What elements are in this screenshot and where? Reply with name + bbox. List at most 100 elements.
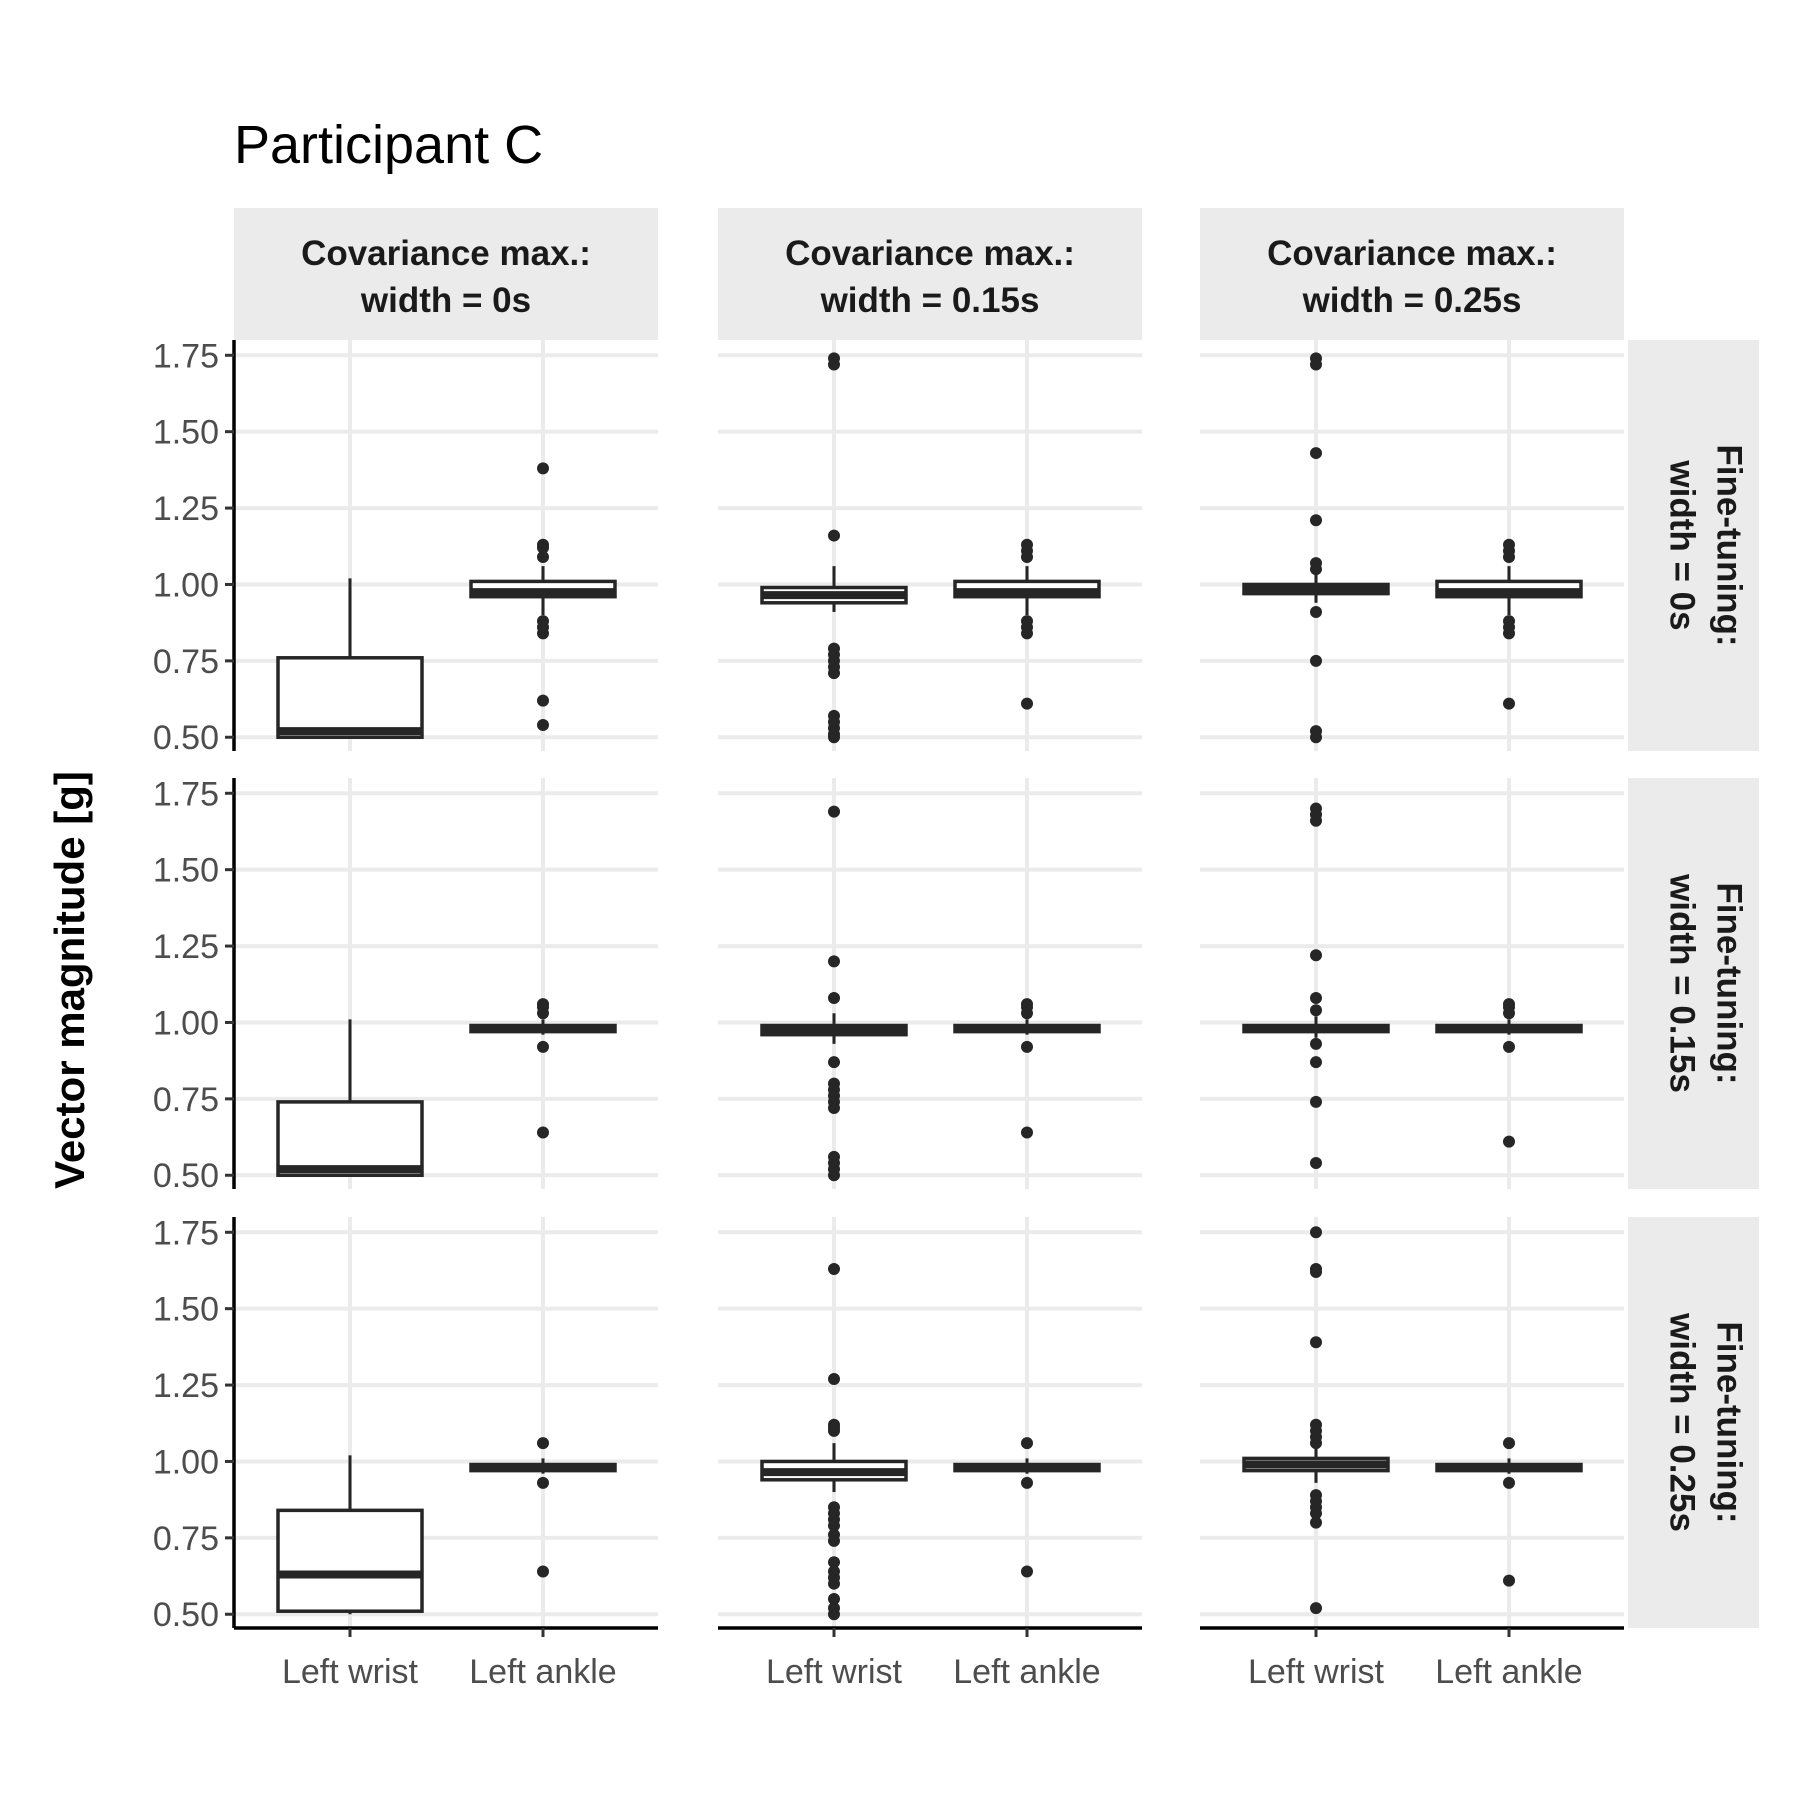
x-tick-label: Left wrist xyxy=(766,1653,903,1691)
box xyxy=(276,656,424,739)
outlier-point xyxy=(537,1476,549,1489)
outlier-point xyxy=(828,1102,840,1115)
outlier-point xyxy=(828,1372,840,1385)
y-axis-label: Vector magnitude [g] xyxy=(46,771,93,1189)
outlier-point xyxy=(1310,814,1322,827)
outlier-point xyxy=(537,1437,549,1450)
outlier-point xyxy=(1310,514,1322,527)
outlier-point xyxy=(537,719,549,732)
col-strip-label: width = 0s xyxy=(360,281,531,320)
outlier-point xyxy=(1021,1007,1033,1020)
box xyxy=(276,1508,424,1613)
y-tick-label: 0.75 xyxy=(153,1081,219,1119)
outlier-point xyxy=(1310,358,1322,371)
outlier-point xyxy=(1310,1336,1322,1349)
outlier-point xyxy=(828,1056,840,1069)
outlier-point xyxy=(828,667,840,680)
outlier-point xyxy=(1021,1476,1033,1489)
outlier-point xyxy=(1310,447,1322,460)
outlier-point xyxy=(1503,1476,1515,1489)
x-tick-label: Left wrist xyxy=(282,1653,419,1691)
y-tick-label: 1.25 xyxy=(153,490,219,528)
outlier-point xyxy=(828,1592,840,1605)
outlier-point xyxy=(828,1262,840,1275)
outlier-point xyxy=(828,1169,840,1182)
outlier-point xyxy=(1310,1004,1322,1017)
outlier-point xyxy=(537,627,549,640)
outlier-point xyxy=(1310,1507,1322,1520)
outlier-point xyxy=(537,462,549,475)
outlier-point xyxy=(1503,627,1515,640)
outlier-point xyxy=(1310,731,1322,744)
outlier-point xyxy=(1503,1437,1515,1450)
y-tick-label: 1.00 xyxy=(153,1443,219,1481)
row-strip-label: Fine-tuning: xyxy=(1710,1321,1749,1523)
y-tick-label: 1.25 xyxy=(153,928,219,966)
outlier-point xyxy=(1021,550,1033,563)
outlier-point xyxy=(1310,949,1322,962)
outlier-point xyxy=(828,1424,840,1437)
outlier-point xyxy=(1503,550,1515,563)
outlier-point xyxy=(1310,1157,1322,1170)
row-strip xyxy=(1628,340,1759,751)
outlier-point xyxy=(1503,1007,1515,1020)
outlier-point xyxy=(828,955,840,968)
y-tick-label: 1.00 xyxy=(153,1004,219,1042)
x-tick-label: Left ankle xyxy=(469,1653,616,1691)
outlier-point xyxy=(1310,1602,1322,1615)
col-strip-label: Covariance max.: xyxy=(785,234,1075,273)
outlier-point xyxy=(1310,563,1322,576)
y-tick-label: 1.75 xyxy=(153,775,219,813)
outlier-point xyxy=(1503,1135,1515,1148)
row-strip xyxy=(1628,778,1759,1189)
outlier-point xyxy=(537,1126,549,1139)
outlier-point xyxy=(1310,992,1322,1005)
outlier-point xyxy=(828,1534,840,1547)
outlier-point xyxy=(1021,1040,1033,1053)
outlier-point xyxy=(1503,1574,1515,1587)
y-tick-label: 1.75 xyxy=(153,1214,219,1252)
row-strip-label: width = 0.25s xyxy=(1663,1312,1702,1532)
outlier-point xyxy=(828,731,840,744)
outlier-point xyxy=(1310,1266,1322,1279)
outlier-point xyxy=(1021,627,1033,640)
outlier-point xyxy=(1310,1095,1322,1108)
outlier-point xyxy=(1310,605,1322,618)
outlier-point xyxy=(828,992,840,1005)
y-tick-label: 0.75 xyxy=(153,1520,219,1558)
outlier-point xyxy=(537,550,549,563)
y-tick-label: 1.25 xyxy=(153,1367,219,1405)
outlier-point xyxy=(1503,697,1515,710)
outlier-point xyxy=(828,358,840,371)
col-strip xyxy=(234,208,658,340)
y-tick-label: 1.50 xyxy=(153,1291,219,1329)
x-tick-label: Left ankle xyxy=(1435,1653,1582,1691)
facet-panels: Covariance max.: width = 0s Covariance max… xyxy=(153,208,1759,1691)
chart-title: Participant C xyxy=(234,115,543,175)
outlier-point xyxy=(537,1040,549,1053)
row-strip-label: width = 0.15s xyxy=(1663,873,1702,1093)
y-tick-label: 0.50 xyxy=(153,1596,219,1634)
outlier-point xyxy=(1021,1437,1033,1450)
x-tick-label: Left wrist xyxy=(1248,1653,1385,1691)
outlier-point xyxy=(1310,654,1322,667)
x-tick-label: Left ankle xyxy=(953,1653,1100,1691)
outlier-point xyxy=(828,1519,840,1532)
row-strip-label: Fine-tuning: xyxy=(1710,444,1749,646)
outlier-point xyxy=(828,1556,840,1569)
col-strip xyxy=(1200,208,1624,340)
row-strip-label: width = 0s xyxy=(1663,459,1702,630)
outlier-point xyxy=(828,805,840,818)
col-strip-label: width = 0.25s xyxy=(1302,281,1522,320)
outlier-point xyxy=(1310,1226,1322,1239)
outlier-point xyxy=(537,1007,549,1020)
outlier-point xyxy=(1021,1126,1033,1139)
outlier-point xyxy=(1310,1056,1322,1069)
col-strip-label: width = 0.15s xyxy=(820,281,1040,320)
row-strip-label: Fine-tuning: xyxy=(1710,882,1749,1084)
y-tick-label: 0.50 xyxy=(153,719,219,757)
outlier-point xyxy=(537,1565,549,1578)
y-tick-label: 1.00 xyxy=(153,566,219,604)
outlier-point xyxy=(1310,1037,1322,1050)
